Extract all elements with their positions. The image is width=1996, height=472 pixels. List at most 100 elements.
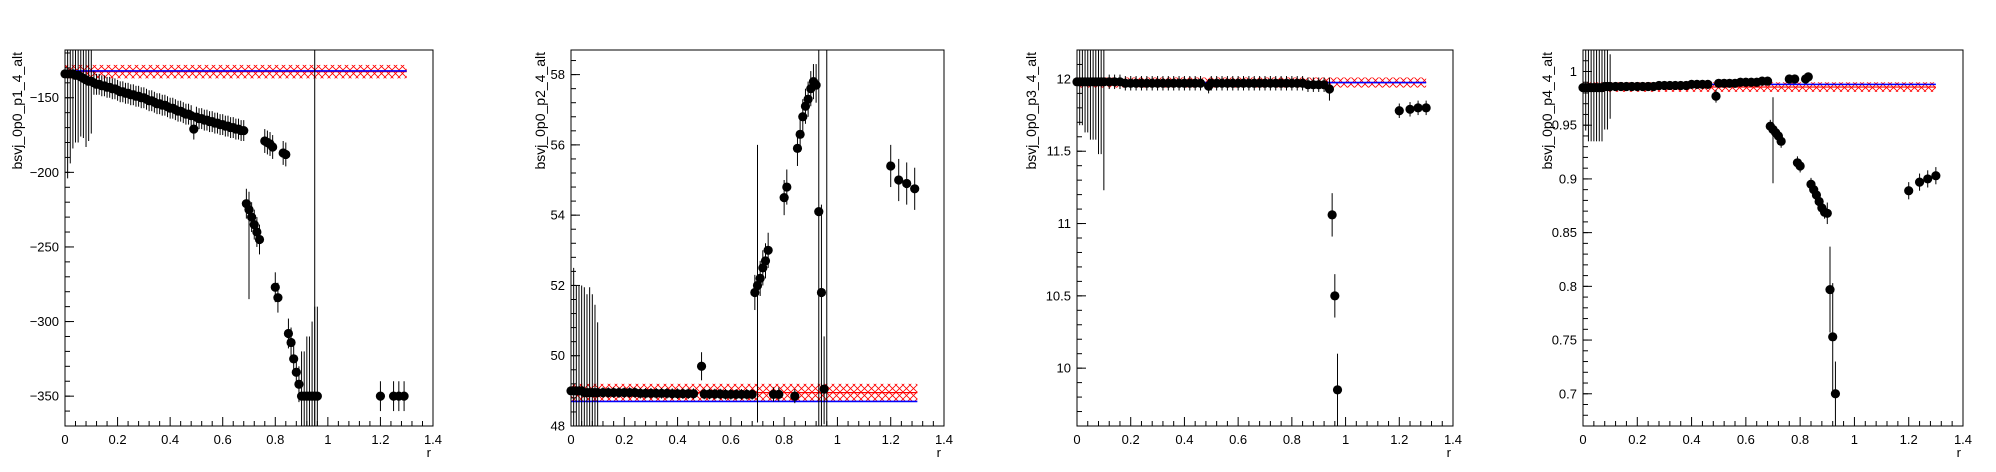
panel-1-data-point: [286, 337, 296, 348]
panel-3-data-point: [1195, 78, 1206, 88]
panel-2-y-tick-label: 54: [551, 208, 565, 223]
panel-3-y-tick-label: 10: [1057, 361, 1071, 376]
panel-1-xlabel: r: [427, 445, 432, 460]
panel-1-x-tick-label: 0: [61, 432, 68, 447]
panel-4-x-tick-label: 0.6: [1737, 432, 1755, 447]
panel-2-data-point: [816, 287, 827, 298]
panel-2-data-point: [774, 389, 784, 399]
panel-2-data-point: [910, 184, 920, 194]
panel-4-y-tick-label: 0.95: [1552, 118, 1577, 133]
panel-3-x-tick-label: 0.8: [1283, 432, 1301, 447]
panel-1-data-point: [239, 125, 249, 136]
panel-1-data-point: [375, 391, 386, 401]
panel-2-data-point: [763, 245, 773, 255]
panel-4-x-tick-label: 0: [1579, 432, 1586, 447]
panel-4-data-point: [1790, 74, 1800, 84]
panel-4-data-point: [1795, 161, 1805, 171]
panel-1-x-tick-label: 1: [324, 432, 331, 447]
panel-2-y-tick-label: 48: [551, 419, 565, 434]
panel-2-data-point: [902, 178, 912, 189]
panel-4-x-tick-label: 1.4: [1954, 432, 1972, 447]
panel-1-data-point: [399, 391, 409, 401]
panel-3-frame: [1076, 49, 1454, 427]
panel-3-x-tick-label: 0.4: [1175, 432, 1193, 447]
panel-2-data-point: [798, 112, 808, 122]
panel-2-xlabel: r: [937, 445, 942, 460]
panel-3-y-tick-label: 10.5: [1046, 288, 1071, 303]
panel-4-data-point: [1822, 208, 1832, 218]
panel-2-x-tick-label: 1.4: [935, 432, 953, 447]
panel-2-y-tick-label: 56: [551, 137, 565, 152]
panel-4-data-point: [1703, 79, 1713, 89]
panel-1-x-tick-label: 0.8: [266, 432, 284, 447]
panel-1-data-point: [270, 282, 280, 292]
panel-3-ylabel: bsvj_0p0_p3_4_alt: [1023, 52, 1039, 170]
panel-4-y-tick-label: 0.9: [1559, 171, 1577, 186]
panel-4-xlabel: r: [1957, 445, 1962, 460]
panel-4-x-tick-label: 0.8: [1791, 432, 1809, 447]
panel-3-y-tick-label: 11: [1058, 216, 1072, 231]
panel-2-data-point: [819, 384, 829, 394]
panel-1-data-point: [281, 149, 291, 160]
panel-1-data-point: [283, 328, 294, 339]
panel-3: 0 0.2 0.4 0.6 0.8 1 1.2 1.4 10 10.5 11 11.5 12 bsvj_…: [1023, 49, 1462, 460]
panel-4-data-point: [1904, 186, 1914, 196]
panel-2-data-point: [688, 389, 699, 399]
panel-1-y-tick-label: −350: [30, 389, 59, 404]
panel-3-xlabel: r: [1447, 445, 1452, 460]
panel-1-y-tick-label: −200: [30, 165, 59, 180]
panel-1-data-point: [312, 391, 322, 401]
panel-2-plot: 0 0.2 0.4 0.6 0.8 1 1.2 1.4 48 50 52 54 56 58: [551, 49, 953, 447]
panel-3-x-tick-label: 0: [1073, 432, 1080, 447]
panel-2-data-point: [811, 80, 821, 90]
panel-2-y-tick-label: 50: [551, 348, 565, 363]
panel-2-data-point: [792, 143, 803, 153]
panel-3-x-tick-label: 0.6: [1229, 432, 1247, 447]
panel-4-data-point: [1762, 76, 1773, 86]
panel-3-data-point: [1324, 84, 1335, 94]
panel-3-data-point: [1332, 385, 1343, 395]
panel-2-y-tick-label: 58: [551, 67, 565, 82]
panel-1-plot: 0 0.2 0.4 0.6 0.8 1 1.2 1.4 −350 −300 −250 −200 −150: [30, 49, 442, 447]
panel-2-data-point: [795, 129, 805, 139]
panel-1-x-tick-label: 0.2: [109, 432, 127, 447]
panel-4-x-tick-label: 0.2: [1628, 432, 1646, 447]
panel-4: 0 0.2 0.4 0.6 0.8 1 1.2 1.4 0.7 0.75 0.8 0.85 0.9 0.9…: [1539, 49, 1972, 460]
panel-1-data-point: [273, 293, 283, 303]
panel-4-y-tick-label: 0.75: [1552, 333, 1577, 348]
panel-2-data-point: [803, 94, 813, 104]
panel-3-y-tick-label: 11.5: [1047, 144, 1071, 159]
panel-4-ylabel: bsvj_0p0_p4_4_alt: [1539, 52, 1555, 170]
panel-3-data-point: [1394, 106, 1404, 116]
panel-1-x-tick-label: 0.4: [161, 432, 179, 447]
panel-4-y-tick-label: 1: [1570, 64, 1577, 79]
panel-2-data-point: [814, 207, 824, 217]
panel-1-data-point: [254, 234, 265, 245]
panel-1-data-point: [289, 354, 299, 364]
panel-4-data-point: [1803, 72, 1813, 82]
panel-3-x-tick-label: 0.2: [1122, 432, 1140, 447]
panel-2-data-point: [696, 361, 707, 371]
panel-1-data-point: [189, 124, 199, 134]
panel-2-data-point: [747, 389, 757, 399]
panel-2-x-tick-label: 0.6: [722, 432, 740, 447]
panel-4-data-point: [1776, 136, 1786, 146]
panel-4-data-point: [1828, 332, 1838, 342]
panel-2-data-point: [755, 273, 765, 284]
panel-2-x-tick-label: 0.4: [669, 432, 687, 447]
panel-2-x-tick-label: 0.8: [775, 432, 793, 447]
panel-3-x-tick-label: 1.4: [1444, 432, 1462, 447]
panel-3-data-point: [1327, 210, 1337, 220]
panel-1: 0 0.2 0.4 0.6 0.8 1 1.2 1.4 −350 −300 −250 −200 −150…: [9, 49, 442, 460]
panel-4-y-tick-label: 0.7: [1559, 386, 1577, 401]
panel-2-data-point: [886, 161, 896, 171]
panel-1-y-tick-label: −150: [30, 90, 59, 105]
panel-1-data-point: [294, 379, 304, 389]
panel-2-data-point: [760, 256, 771, 266]
panel-4-frame: [1582, 49, 1964, 427]
panel-2-x-tick-label: 1: [834, 432, 841, 447]
panel-1-x-tick-label: 1.4: [424, 432, 442, 447]
panel-4-x-tick-label: 1: [1851, 432, 1858, 447]
panel-3-data-point: [1330, 291, 1340, 301]
panel-1-data-point: [268, 142, 278, 152]
